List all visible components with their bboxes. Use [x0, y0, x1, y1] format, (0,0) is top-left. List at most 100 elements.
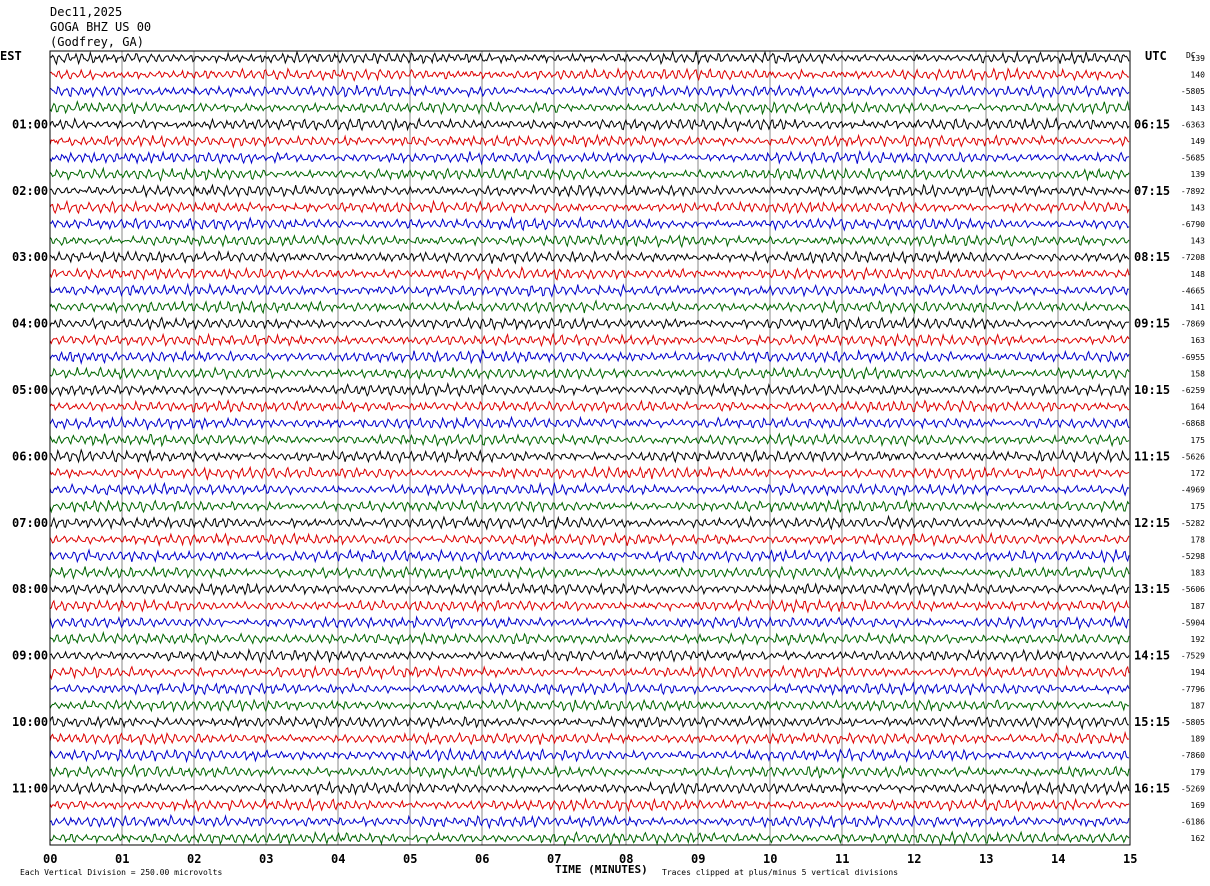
seismic-trace: [49, 498, 1130, 514]
seismic-trace: [49, 348, 1130, 365]
dc-offset-label: 179: [1191, 768, 1206, 777]
utc-hour-label: 16:15: [1134, 781, 1170, 795]
dc-offset-label: 178: [1191, 535, 1206, 544]
seismic-trace: [49, 233, 1130, 249]
dc-offset-label: -7892: [1181, 187, 1205, 196]
dc-offset-label: 169: [1191, 801, 1206, 810]
est-hour-label: 05:00: [12, 383, 48, 397]
dc-offset-label: 187: [1191, 701, 1206, 710]
seismic-trace: [49, 630, 1130, 647]
dc-label: DC: [1186, 51, 1196, 60]
seismic-trace: [49, 299, 1130, 315]
est-hour-label: 09:00: [12, 649, 48, 663]
seismic-trace: [49, 83, 1130, 99]
dc-offset-label: -5805: [1181, 718, 1205, 727]
dc-offset-label: 140: [1191, 71, 1206, 80]
dc-offset-label: 148: [1191, 270, 1206, 279]
plot-frame: [49, 50, 1131, 846]
dc-offset-label: -7796: [1181, 685, 1205, 694]
utc-hour-label: 11:15: [1134, 449, 1170, 463]
dc-offset-label: -6363: [1181, 120, 1205, 129]
dc-offset-label: -5282: [1181, 519, 1205, 528]
dc-offset-label: 175: [1191, 436, 1206, 445]
seismic-trace: [49, 149, 1130, 166]
seismic-trace: [49, 215, 1130, 232]
x-tick-label: 02: [187, 852, 201, 866]
dc-offset-label: -5626: [1181, 452, 1205, 461]
utc-hour-label: 12:15: [1134, 516, 1170, 530]
utc-hour-label: 09:15: [1134, 317, 1170, 331]
x-tick-label: 07: [547, 852, 561, 866]
seismic-trace: [49, 199, 1130, 215]
seismic-trace: [49, 316, 1130, 331]
seismic-trace: [49, 548, 1130, 564]
dc-offset-label: 163: [1191, 336, 1206, 345]
seismic-trace: [49, 698, 1130, 713]
seismic-trace: [49, 730, 1130, 746]
x-tick-label: 06: [475, 852, 489, 866]
dc-offset-label: -4665: [1181, 286, 1205, 295]
utc-hour-label: 14:15: [1134, 649, 1170, 663]
x-tick-label: 11: [835, 852, 849, 866]
seismic-trace: [49, 565, 1130, 581]
dc-offset-label: -6955: [1181, 353, 1205, 362]
utc-hour-label: 15:15: [1134, 715, 1170, 729]
seismic-trace: [49, 531, 1130, 548]
dc-offset-label: 143: [1191, 237, 1206, 246]
dc-offset-label: -6259: [1181, 386, 1205, 395]
est-axis-label: EST: [0, 49, 22, 63]
seismic-trace: [49, 813, 1130, 830]
seismic-trace: [49, 647, 1130, 664]
dc-offset-label: -5269: [1181, 784, 1205, 793]
seismic-trace: [49, 763, 1130, 780]
seismic-trace: [49, 830, 1130, 847]
est-hour-label: 07:00: [12, 516, 48, 530]
seismic-trace: [49, 465, 1130, 481]
dc-offset-label: -6186: [1181, 818, 1205, 827]
dc-offset-label: 141: [1191, 303, 1206, 312]
x-tick-label: 09: [691, 852, 705, 866]
x-tick-label: 00: [43, 852, 57, 866]
seismic-trace: [49, 332, 1130, 348]
dc-offset-label: -5606: [1181, 585, 1205, 594]
dc-offset-label: 162: [1191, 834, 1206, 843]
scale-note: Each Vertical Division = 250.00 microvol…: [20, 868, 222, 877]
x-tick-label: 14: [1051, 852, 1065, 866]
dc-offset-label: 187: [1191, 602, 1206, 611]
seismic-trace: [49, 49, 1130, 66]
x-tick-label: 01: [115, 852, 129, 866]
seismic-trace: [49, 116, 1130, 133]
dc-offset-label: -7860: [1181, 751, 1205, 760]
dc-offset-label: -5685: [1181, 154, 1205, 163]
dc-offset-label: -6868: [1181, 419, 1205, 428]
dc-offset-label: 183: [1191, 569, 1206, 578]
dc-offset-label: 192: [1191, 635, 1206, 644]
dc-offset-label: -5298: [1181, 552, 1205, 561]
dc-offset-label: 149: [1191, 137, 1206, 146]
seismic-trace: [49, 714, 1130, 731]
seismic-trace: [49, 432, 1130, 448]
x-tick-label: 05: [403, 852, 417, 866]
seismic-trace: [49, 481, 1130, 497]
x-tick-label: 08: [619, 852, 633, 866]
dc-offset-label: 139: [1191, 170, 1206, 179]
seismic-trace: [49, 615, 1130, 631]
seismic-trace: [49, 282, 1130, 298]
x-axis-title: TIME (MINUTES): [555, 863, 648, 876]
seismic-trace: [49, 366, 1130, 381]
seismic-trace: [49, 448, 1130, 465]
dc-offset-label: -5805: [1181, 87, 1205, 96]
dc-offset-label: 189: [1191, 735, 1206, 744]
dc-offset-label: -4969: [1181, 486, 1205, 495]
est-hour-label: 10:00: [12, 715, 48, 729]
x-tick-label: 03: [259, 852, 273, 866]
station-location: (Godfrey, GA): [50, 35, 144, 49]
dc-offset-label: -7208: [1181, 253, 1205, 262]
est-hour-label: 01:00: [12, 117, 48, 131]
x-tick-label: 13: [979, 852, 993, 866]
utc-hour-label: 08:15: [1134, 250, 1170, 264]
seismic-trace: [49, 664, 1130, 681]
dc-offset-label: -7529: [1181, 652, 1205, 661]
seismic-trace: [49, 381, 1130, 398]
seismic-trace: [49, 514, 1130, 531]
